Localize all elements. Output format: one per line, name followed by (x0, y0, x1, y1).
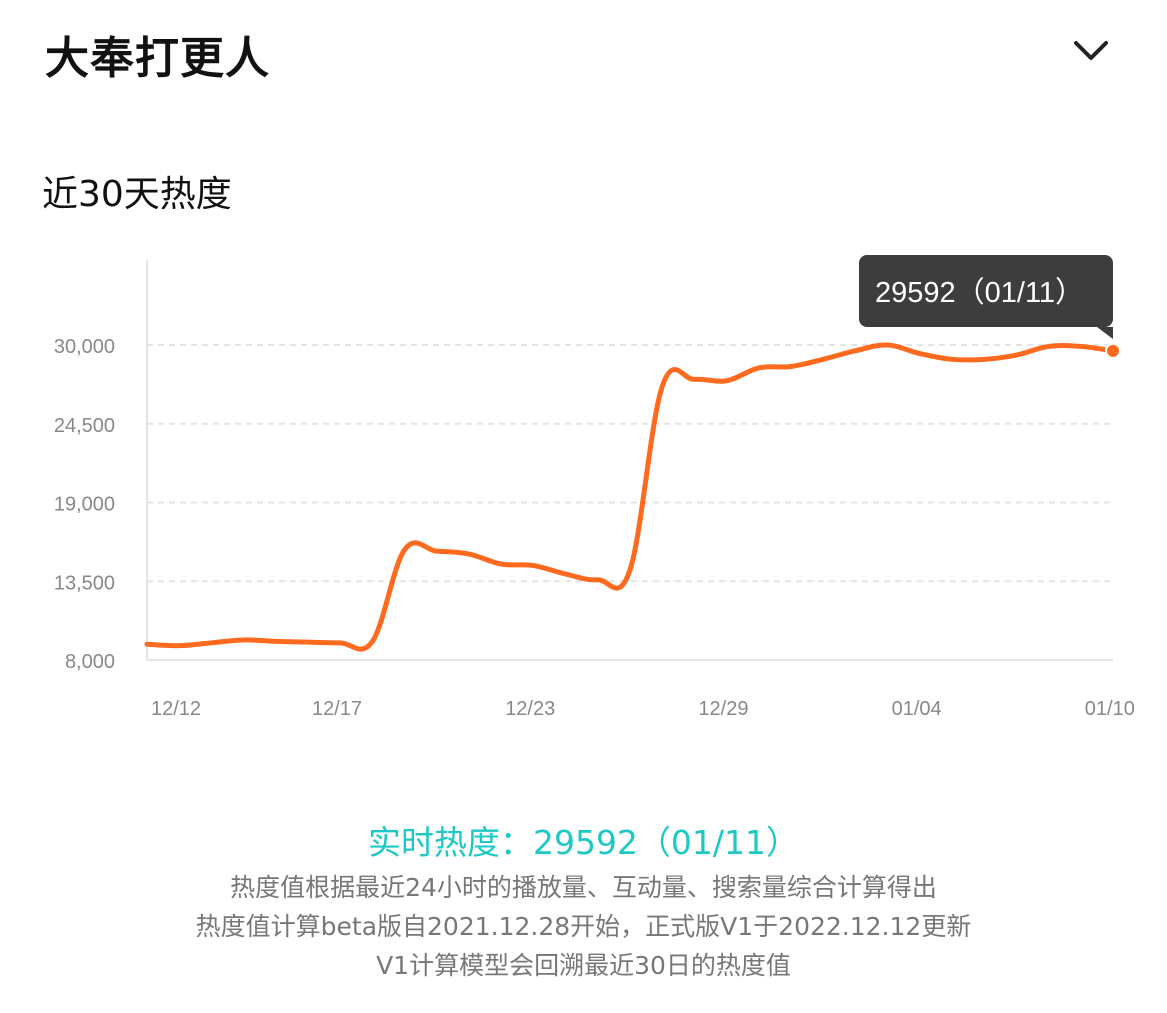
footer: 实时热度：29592（01/11） 热度值根据最近24小时的播放量、互动量、搜索… (0, 818, 1167, 985)
x-tick-label: 12/23 (505, 698, 555, 720)
series-line (144, 342, 1116, 652)
tooltip-pointer (1097, 327, 1113, 339)
chevron-down-icon[interactable] (1066, 28, 1116, 78)
tooltip-text: 29592（01/11） (875, 277, 1084, 309)
y-tick-label: 13,500 (54, 572, 115, 594)
tooltip-box (859, 255, 1113, 327)
x-tick-label: 01/10 (1085, 698, 1135, 720)
x-tick-label: 12/29 (698, 698, 748, 720)
highlight-point (1105, 342, 1121, 359)
heat-line-chart: 8,000 13,500 19,000 24,500 30,000 12/12 12/17 1… (54, 255, 1135, 720)
x-tick-label: 01/04 (892, 698, 942, 720)
realtime-heat-label: 实时热度：29592（01/11） (367, 823, 800, 862)
y-tick-label: 24,500 (54, 415, 115, 437)
footer-note: V1计算模型会回溯最近30日的热度值 (376, 951, 791, 980)
show-title: 大奉打更人 (45, 33, 270, 84)
header: 大奉打更人 (0, 0, 1167, 100)
y-tick-label: 19,000 (54, 494, 115, 516)
section-title: 近30天热度 (42, 174, 232, 215)
y-tick-label: 8,000 (65, 651, 115, 673)
y-tick-label: 30,000 (54, 336, 115, 358)
x-tick-label: 12/17 (312, 698, 362, 720)
x-tick-label: 12/12 (151, 698, 201, 720)
footer-note: 热度值根据最近24小时的播放量、互动量、搜索量综合计算得出 (230, 873, 937, 902)
footer-note: 热度值计算beta版自2021.12.28开始，正式版V1于2022.12.12… (195, 912, 972, 941)
